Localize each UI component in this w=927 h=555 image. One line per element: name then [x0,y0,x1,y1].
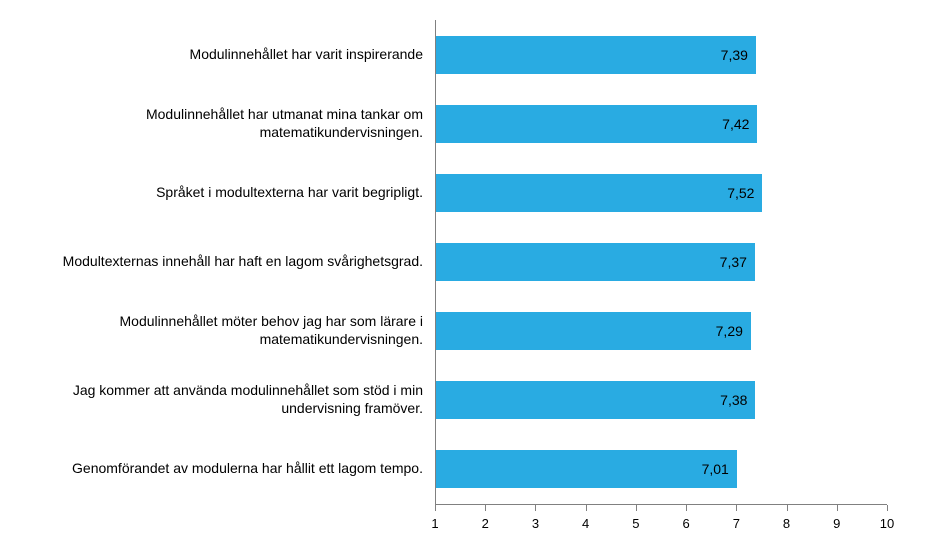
x-tick-label: 1 [431,516,438,531]
bar-label: Språket i modultexterna har varit begrip… [20,184,435,202]
bar-chart: Modulinnehållet har varit inspirerande7,… [0,0,927,555]
x-tick-label: 7 [733,516,740,531]
bar-label: Modultexternas innehåll har haft en lago… [20,253,435,271]
x-tick [435,505,436,511]
x-tick-label: 6 [682,516,689,531]
x-tick [736,505,737,511]
plot-area: 12345678910 [435,20,887,505]
x-tick [887,505,888,511]
x-axis [435,504,887,505]
x-tick-label: 10 [880,516,894,531]
y-axis [435,20,436,505]
x-tick-label: 8 [783,516,790,531]
x-tick [787,505,788,511]
x-tick [485,505,486,511]
bar-label: Modulinnehållet har varit inspirerande [20,46,435,64]
bar-label: Modulinnehållet möter behov jag har som … [20,313,435,348]
x-tick [837,505,838,511]
x-tick-label: 9 [833,516,840,531]
x-tick [636,505,637,511]
x-tick [586,505,587,511]
bar-label: Genomförandet av modulerna har hållit et… [20,460,435,478]
bar-label: Modulinnehållet har utmanat mina tankar … [20,106,435,141]
x-tick-label: 3 [532,516,539,531]
bar-label: Jag kommer att använda modulinnehållet s… [20,382,435,417]
x-tick [686,505,687,511]
x-tick-label: 2 [482,516,489,531]
x-tick-label: 4 [582,516,589,531]
x-tick-label: 5 [632,516,639,531]
x-tick [535,505,536,511]
